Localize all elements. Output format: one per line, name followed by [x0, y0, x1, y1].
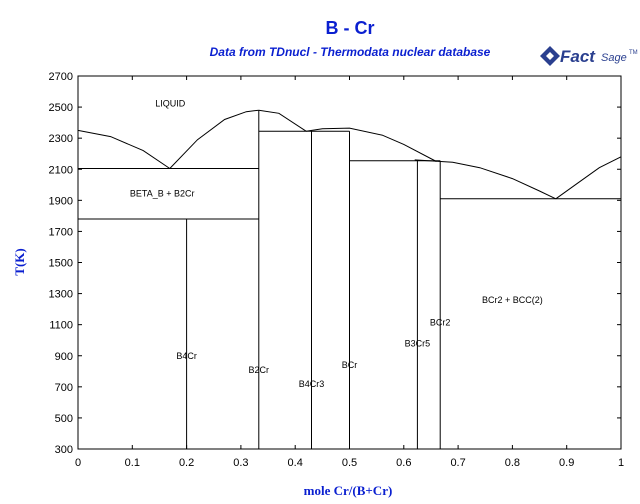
x-tick-label: 0.8 — [505, 457, 520, 469]
phase-boundary-line — [306, 127, 437, 162]
x-tick-label: 0.7 — [450, 457, 465, 469]
phase-region-label: B4Cr — [176, 351, 197, 361]
x-tick-label: 0.1 — [125, 457, 140, 469]
phase-region-label: BCr — [342, 360, 358, 370]
phase-boundary-line — [414, 159, 557, 200]
x-tick-label: 0.6 — [396, 457, 411, 469]
svg-text:Fact: Fact — [560, 47, 596, 66]
x-tick-label: 0.3 — [233, 457, 248, 469]
phase-boundary-line — [258, 109, 307, 132]
axis-ticks: 0 0.1 0.2 0.3 0.4 0.5 0.6 0.7 0.8 0.9 130050070090… — [49, 71, 625, 469]
y-tick-label: 1700 — [49, 226, 73, 238]
x-tick-label: 0.4 — [288, 457, 303, 469]
y-tick-label: 2300 — [49, 133, 73, 145]
chart-subtitle: Data from TDnucl - Thermodata nuclear da… — [209, 45, 491, 59]
phase-region-label: B4Cr3 — [299, 379, 325, 389]
y-tick-label: 1500 — [49, 258, 73, 270]
y-tick-label: 1100 — [49, 320, 73, 332]
phase-region-label: BCr2 + BCC(2) — [482, 295, 543, 305]
x-tick-label: 0 — [75, 457, 81, 469]
y-axis-label: T(K) — [12, 248, 27, 275]
phase-region-label: B2Cr — [249, 365, 270, 375]
phase-boundaries — [77, 109, 622, 449]
phase-boundary-line — [169, 109, 259, 169]
y-tick-label: 500 — [55, 413, 73, 425]
phase-region-label: LIQUID — [155, 98, 186, 108]
factsage-logo-mark — [540, 46, 560, 66]
y-tick-label: 300 — [55, 444, 73, 456]
y-tick-label: 2500 — [49, 102, 73, 114]
y-tick-label: 700 — [55, 382, 73, 394]
phase-boundary-line — [555, 156, 622, 200]
phase-boundary-line — [77, 129, 171, 169]
y-tick-label: 2100 — [49, 164, 73, 176]
phase-region-label: BETA_B + B2Cr — [130, 188, 195, 198]
phase-region-label: BCr2 — [430, 317, 451, 327]
svg-text:Sage: Sage — [601, 52, 627, 64]
factsage-logo: Fact Sage TM — [540, 46, 638, 66]
x-tick-label: 0.9 — [559, 457, 574, 469]
y-tick-label: 2700 — [49, 71, 73, 83]
x-tick-label: 1 — [618, 457, 624, 469]
svg-text:TM: TM — [629, 50, 638, 56]
y-tick-label: 1900 — [49, 195, 73, 207]
y-tick-label: 1300 — [49, 289, 73, 301]
phase-region-label: B3Cr5 — [405, 338, 431, 348]
y-tick-label: 900 — [55, 351, 73, 363]
chart-title: B - Cr — [325, 18, 375, 38]
x-tick-label: 0.2 — [179, 457, 194, 469]
x-axis-label: mole Cr/(B+Cr) — [304, 483, 393, 498]
x-tick-label: 0.5 — [342, 457, 357, 469]
phase-labels: LIQUID BETA_B + B2Cr B4Cr B2Cr B4Cr3 BCr B3Cr5… — [130, 98, 543, 389]
